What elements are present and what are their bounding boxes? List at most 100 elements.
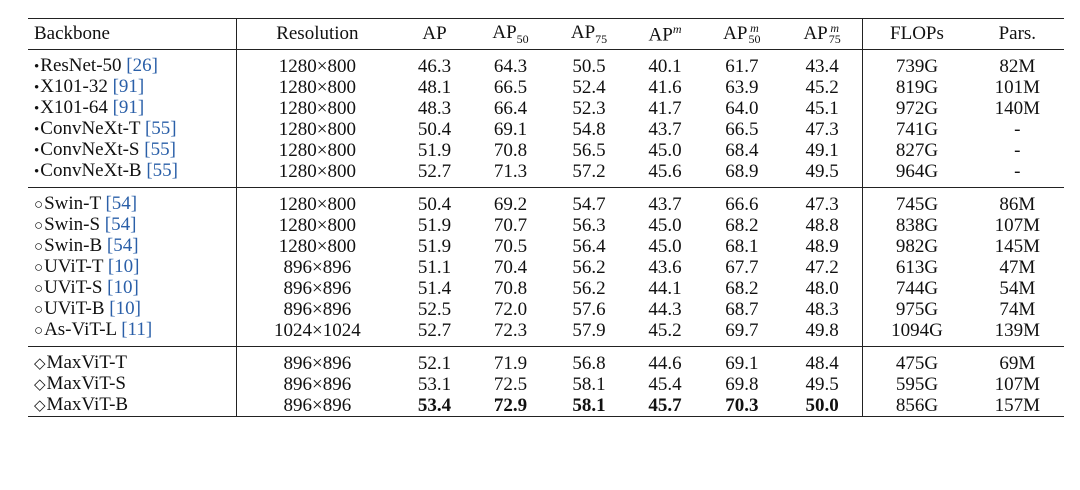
table-row: ○Swin-B [54] 1280×800 51.9 70.5 56.4 45.0 68.1…	[28, 236, 1064, 257]
table-cell: 48.1	[417, 76, 452, 98]
table-cell: 45.2	[628, 320, 702, 347]
citation: [91]	[112, 76, 145, 97]
table-cell: 72.9	[471, 395, 550, 417]
table-cell: 82M	[999, 55, 1036, 77]
citation: [10]	[107, 277, 139, 298]
header-text: Backbone	[34, 23, 110, 44]
table-cell: 972G	[895, 97, 939, 119]
backbone-name: ConvNeXt-B	[40, 160, 147, 181]
backbone-name: X101-64	[40, 97, 113, 118]
header-cell: AP m 50	[701, 18, 782, 50]
table-cell: 69M	[999, 352, 1036, 374]
table-header: Backbone Resolution AP AP50 AP75 APm AP m 50 AP m 7…	[28, 18, 1064, 50]
backbone-name: MaxViT-T	[46, 352, 128, 373]
table-cell: 51.9	[417, 235, 452, 257]
table-cell: 68.4	[725, 139, 759, 161]
backbone-marker: •	[34, 164, 40, 180]
header-row: Backbone Resolution AP AP50 AP75 APm AP m 50 AP m 7…	[28, 18, 1064, 50]
table-cell: 70.3	[701, 395, 782, 417]
table-cell: 50.4	[417, 118, 452, 140]
table-cell: 49.1	[781, 140, 864, 161]
citation: [26]	[126, 55, 158, 76]
table-cell: 896×896	[283, 373, 352, 395]
table-cell: 1024×1024	[236, 320, 398, 347]
table-cell: 45.6	[628, 161, 702, 188]
table-cell: 70.8	[493, 277, 528, 299]
backbone-name: ConvNeXt-S	[40, 139, 145, 160]
table-cell: 56.5	[572, 139, 606, 161]
header-cell: Backbone	[28, 18, 237, 50]
table-cell: 68.2	[725, 277, 759, 299]
table-cell: 56.8	[572, 352, 606, 374]
table-cell: 61.7	[725, 55, 759, 77]
table-cell: 48.3	[417, 97, 452, 119]
table-cell: 1280×800	[278, 97, 356, 119]
backbone-marker: •	[34, 101, 40, 117]
header-scripts: m 50	[748, 21, 760, 45]
table-cell: 56.2	[572, 277, 606, 299]
table-cell: 45.0	[648, 214, 682, 236]
table-cell: 43.4	[781, 49, 864, 77]
table-cell: 741G	[895, 118, 939, 140]
table-cell: 74M	[999, 298, 1036, 320]
table-cell: 896×896	[283, 256, 352, 278]
table-cell: 1280×800	[278, 76, 356, 98]
table-cell: 52.1	[417, 352, 452, 374]
table-cell: 896×896	[236, 395, 398, 417]
table-cell: 51.4	[417, 277, 452, 299]
table-row: ○UViT-S [10] 896×896 51.4 70.8 56.2 44.1 68.2 4…	[28, 278, 1064, 299]
backbone-cell: ○UViT-T [10]	[28, 257, 237, 278]
table-cell: -	[1014, 139, 1021, 161]
table-cell: 48.9	[781, 236, 864, 257]
table-row: ○As-ViT-L [11] 1024×1024 52.7 72.3 57.9 45.2 6…	[28, 320, 1064, 347]
table-cell: 57.2	[549, 161, 629, 188]
backbone-cell: ○Swin-B [54]	[28, 236, 237, 257]
citation: [54]	[104, 214, 137, 235]
citation: [10]	[107, 256, 140, 277]
table-cell: 50.4	[417, 193, 452, 215]
table-row: ○UViT-T [10] 896×896 51.1 70.4 56.2 43.6 67.7 4…	[28, 257, 1064, 278]
table-cell: 47.3	[781, 119, 864, 140]
table-cell: 1280×800	[278, 118, 356, 140]
table-cell: 896×896	[283, 298, 352, 320]
backbone-cell: ◇MaxViT-B	[28, 395, 237, 417]
table-cell: 107M	[994, 214, 1041, 236]
table-cell: 70.5	[493, 235, 528, 257]
table-cell: 67.7	[725, 256, 759, 278]
table-cell: 101M	[994, 76, 1041, 98]
table-cell: 57.9	[549, 320, 629, 347]
table-cell: 44.3	[648, 298, 682, 320]
table-cell: 69.2	[493, 193, 528, 215]
citation: [54]	[105, 193, 138, 214]
table-cell: 51.9	[417, 139, 452, 161]
table-cell: 54.7	[572, 193, 606, 215]
table-cell: 44.1	[648, 277, 682, 299]
header-cell: AP m 75	[781, 18, 864, 50]
header-sup: m	[672, 21, 682, 36]
backbone-marker: ○	[34, 260, 44, 276]
table-cell: 40.1	[648, 55, 682, 77]
header-sub: 50	[516, 31, 529, 46]
table-cell: 41.6	[648, 76, 682, 98]
backbone-name: ConvNeXt-T	[40, 118, 145, 139]
table-cell: 982G	[895, 235, 939, 257]
backbone-marker: ○	[34, 197, 44, 213]
header-sup: m	[750, 21, 759, 36]
table-cell: 896×896	[283, 352, 352, 374]
table-cell: 145M	[994, 235, 1041, 257]
table-cell: 43.7	[648, 193, 682, 215]
backbone-marker: ○	[34, 323, 44, 339]
table-cell: 70.8	[493, 139, 528, 161]
table-cell: 49.5	[781, 161, 864, 188]
table-cell: 819G	[895, 76, 939, 98]
table-row: •X101-32 [91] 1280×800 48.1 66.5 52.4 41.6 63.…	[28, 77, 1064, 98]
table-cell: 827G	[895, 139, 939, 161]
table-cell: 613G	[895, 256, 939, 278]
table-cell: 52.7	[397, 161, 472, 188]
table-cell: 1280×800	[278, 55, 356, 77]
citation: [55]	[146, 160, 178, 181]
table-cell: 48.4	[781, 346, 864, 374]
backbone-marker: •	[34, 122, 40, 138]
table-cell: 68.9	[701, 161, 782, 188]
table-cell: 475G	[895, 352, 939, 374]
